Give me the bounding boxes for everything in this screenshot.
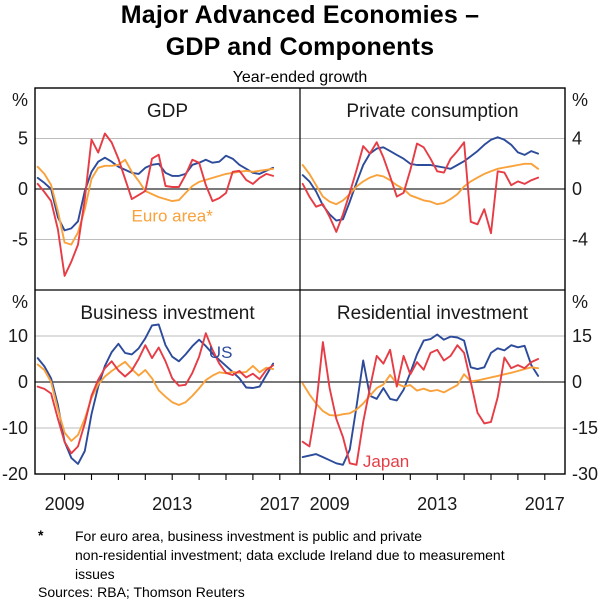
chart-title-line2: GDP and Components: [165, 33, 435, 61]
y-tick-label: -15: [572, 418, 598, 438]
frame-border: [34, 87, 566, 475]
panel-title-business-investment: Business investment: [80, 303, 255, 324]
y-tick-label: 5: [18, 129, 28, 149]
sources-text: Sources: RBA; Thomson Reuters: [38, 584, 245, 600]
footnote: For euro area, business investment is pu…: [75, 527, 580, 584]
footnote-line: For euro area, business investment is pu…: [75, 528, 423, 544]
y-axis-unit-label: %: [572, 292, 588, 312]
series-line-consumption-japan: [301, 141, 540, 235]
y-tick-label: 0: [572, 372, 582, 392]
y-tick-label: -5: [12, 230, 28, 250]
series-line-business-investment-euro: [36, 360, 275, 442]
y-tick-label: -30: [572, 464, 598, 484]
series-line-residential-investment-us: [301, 333, 540, 466]
series-line-business-investment-us: [36, 323, 275, 465]
chart-frame: [34, 87, 566, 475]
y-tick-label: -10: [2, 418, 28, 438]
y-tick-label: 15: [572, 326, 592, 346]
series-line-gdp-us: [36, 154, 275, 232]
footnote-marker: *: [38, 527, 44, 543]
panel-gdp: GDP% 5 0 -5 Euro area*: [12, 90, 300, 277]
panel-residential-investment: Residential investment% 15 0 -15 -30 Japan 200…: [300, 292, 598, 514]
panel-title-gdp: GDP: [147, 101, 188, 122]
series-label-us: US: [209, 343, 233, 362]
y-axis-unit-label: %: [572, 90, 588, 110]
panel-consumption: Private consumption% 4 0 -4: [300, 90, 588, 250]
panel-title-consumption: Private consumption: [346, 101, 518, 122]
panel-title-residential-investment: Residential investment: [337, 303, 529, 324]
y-tick-label: 4: [572, 129, 582, 149]
series-label-japan: Japan: [363, 452, 409, 471]
series-line-consumption-us: [301, 136, 540, 222]
x-tick-label: 2009: [310, 494, 350, 514]
y-tick-label: 0: [18, 179, 28, 199]
series-line-gdp-euro: [36, 158, 275, 246]
series-line-consumption-euro: [301, 162, 540, 206]
x-tick-label: 2013: [417, 494, 457, 514]
x-tick-label: 2013: [152, 494, 192, 514]
chart-title-line1: Major Advanced Economies –: [120, 1, 480, 29]
footnote-line: non-residential investment; data exclude…: [75, 547, 505, 563]
y-tick-label: 0: [572, 179, 582, 199]
y-tick-label: -4: [572, 230, 588, 250]
series-line-residential-investment-japan: [301, 341, 540, 466]
y-axis-unit-label: %: [12, 90, 28, 110]
series-line-residential-investment-euro: [301, 366, 540, 417]
panel-business-investment: Business investment% 10 0 -10 -20 US 2009 2013 2…: [2, 292, 300, 514]
x-tick-label: 2017: [260, 494, 300, 514]
y-tick-label: 10: [8, 326, 28, 346]
series-label-euro: Euro area*: [132, 206, 214, 225]
y-tick-label: 0: [18, 372, 28, 392]
chart-subtitle: Year-ended growth: [232, 69, 368, 86]
y-axis-unit-label: %: [12, 292, 28, 312]
series-line-business-investment-japan: [36, 332, 275, 455]
x-tick-label: 2017: [525, 494, 565, 514]
y-tick-label: -20: [2, 464, 28, 484]
footnote-line: issues: [75, 566, 115, 582]
series-line-gdp-japan: [36, 132, 275, 277]
x-tick-label: 2009: [45, 494, 85, 514]
